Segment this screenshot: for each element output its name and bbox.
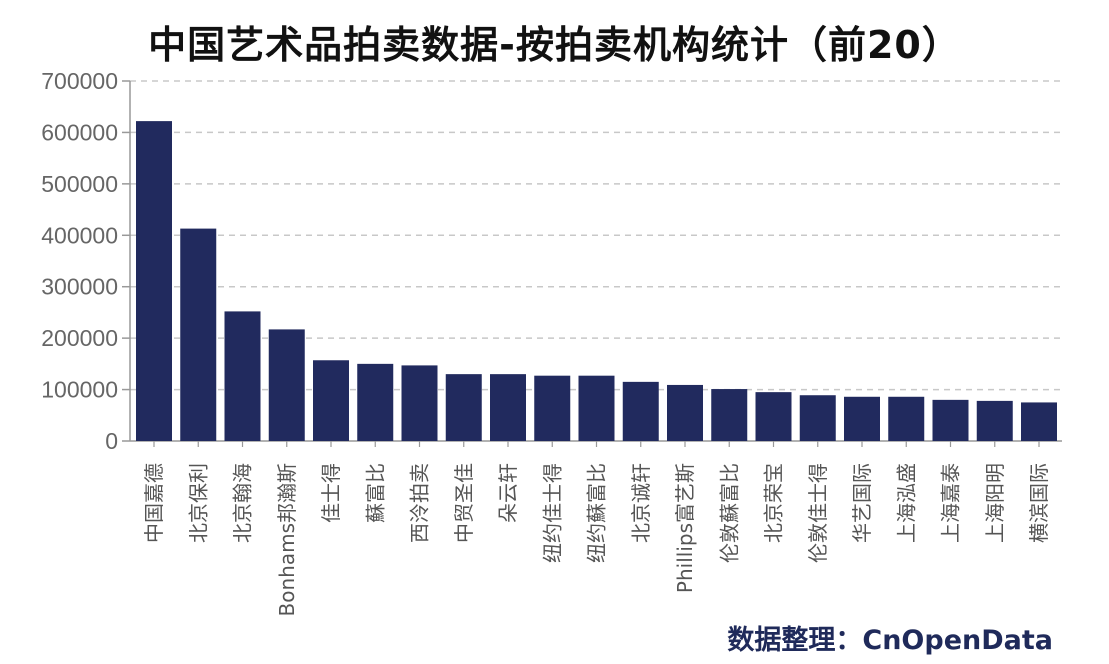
y-tick-label: 500000 (41, 171, 118, 197)
bar (180, 228, 217, 441)
y-tick-label: 100000 (41, 377, 118, 403)
bar (799, 395, 836, 441)
bar (755, 392, 792, 441)
x-tick-label: 纽约佳士得 (540, 463, 564, 563)
bar (313, 360, 349, 441)
y-tick-label: 400000 (41, 222, 118, 248)
x-tick-label: 中国嘉德 (142, 463, 166, 543)
x-tick-label: 横滨国际 (1027, 463, 1051, 543)
x-tick-label: 上海阳明 (983, 463, 1007, 543)
bar (622, 381, 659, 441)
x-tick-label: 北京荣宝 (762, 463, 786, 543)
bar (224, 311, 261, 441)
y-tick-label: 600000 (41, 119, 118, 145)
y-tick-label: 700000 (41, 68, 118, 94)
bar (667, 384, 703, 441)
y-tick-labels: 0 100000 200000 300000 400000 500000 600000 700… (41, 68, 118, 454)
x-tick-label: 华艺国际 (850, 463, 874, 543)
x-tick-label: 西泠拍卖 (408, 463, 432, 543)
x-tick-label: 中贸圣佳 (452, 463, 476, 543)
bar (888, 396, 925, 441)
x-tick-label: 北京诚轩 (629, 463, 653, 543)
x-tick-label: 伦敦蘇富比 (717, 463, 741, 563)
bar (711, 389, 748, 441)
y-tick-label: 200000 (41, 325, 118, 351)
bar (401, 365, 438, 441)
x-tick-label: Phillips富艺斯 (673, 463, 697, 593)
bar (357, 363, 394, 441)
x-tick-labels: 中国嘉德 北京保利 北京翰海 Bonhams邦瀚斯 佳士得 蘇富比 西泠拍卖 中贸圣佳 朵云轩纽… (142, 463, 1051, 616)
y-tick-label: 0 (105, 428, 118, 454)
bars (136, 121, 1057, 441)
x-tick-label: 朵云轩 (496, 463, 520, 523)
x-tick-label: 伦敦佳士得 (806, 463, 830, 563)
bar (1021, 402, 1057, 441)
source-label: 数据整理：CnOpenData (727, 625, 1053, 656)
x-tick-label: 上海嘉泰 (939, 463, 963, 543)
chart-title: 中国艺术品拍卖数据-按拍卖机构统计（前20） (148, 23, 961, 67)
x-tick-label: Bonhams邦瀚斯 (275, 463, 299, 616)
x-tick-label: 北京保利 (186, 463, 210, 543)
bar (932, 399, 969, 441)
y-tick-label: 300000 (41, 274, 118, 300)
bar (534, 375, 571, 441)
x-tick-label: 北京翰海 (231, 463, 255, 543)
bar (844, 396, 880, 441)
bar (136, 121, 172, 441)
bar (268, 329, 305, 441)
bar (578, 375, 615, 441)
x-tick-label: 纽约蘇富比 (585, 463, 609, 563)
x-tick-label: 蘇富比 (363, 463, 387, 523)
bar (490, 374, 526, 441)
x-tick-label: 上海泓盛 (894, 463, 918, 543)
bar (445, 374, 482, 441)
bar (976, 400, 1013, 441)
x-tick-label: 佳士得 (319, 463, 343, 523)
